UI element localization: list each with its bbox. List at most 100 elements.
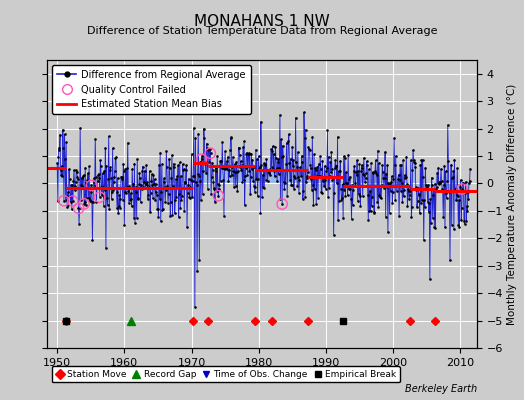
Point — [423, 184, 431, 190]
Point — [340, 187, 348, 194]
Point — [53, 160, 61, 167]
Point — [374, 147, 382, 154]
Point — [274, 158, 282, 165]
Point — [385, 210, 394, 216]
Point — [211, 164, 220, 171]
Point — [166, 165, 174, 171]
Point — [307, 176, 315, 182]
Point — [370, 210, 379, 216]
Point — [449, 168, 457, 174]
Point — [218, 139, 226, 146]
Point — [62, 193, 71, 199]
Point — [419, 174, 427, 180]
Point — [131, 219, 139, 226]
Point — [80, 201, 88, 207]
Point — [322, 168, 331, 174]
Point — [271, 144, 280, 150]
Point — [390, 135, 398, 141]
Point — [313, 173, 321, 180]
Point — [349, 187, 357, 193]
Point — [368, 169, 377, 175]
Point — [180, 208, 189, 214]
Point — [70, 187, 79, 193]
Point — [424, 181, 432, 188]
Point — [261, 161, 269, 168]
Point — [244, 150, 253, 156]
Point — [67, 182, 75, 188]
Point — [362, 170, 370, 176]
Point — [389, 176, 398, 182]
Point — [246, 151, 254, 157]
Point — [68, 182, 77, 188]
Point — [259, 184, 267, 190]
Point — [407, 157, 415, 163]
Point — [431, 180, 439, 187]
Point — [355, 191, 363, 198]
Point — [377, 195, 385, 201]
Point — [257, 118, 265, 125]
Point — [127, 203, 136, 210]
Point — [168, 152, 176, 158]
Point — [280, 179, 288, 186]
Point — [276, 196, 285, 202]
Point — [192, 181, 201, 188]
Point — [129, 214, 138, 221]
Point — [103, 195, 111, 201]
Point — [294, 189, 303, 196]
Point — [190, 125, 198, 131]
Point — [111, 154, 119, 161]
Point — [431, 225, 440, 231]
Point — [201, 160, 210, 167]
Point — [91, 136, 100, 142]
Point — [238, 162, 246, 168]
Point — [423, 198, 432, 205]
Point — [158, 161, 166, 168]
Point — [79, 173, 87, 179]
Point — [84, 170, 92, 176]
Point — [369, 170, 377, 176]
Point — [132, 184, 140, 190]
Point — [133, 215, 141, 221]
Point — [315, 173, 324, 179]
Point — [68, 206, 76, 212]
Point — [67, 199, 75, 205]
Point — [310, 151, 318, 158]
Point — [76, 125, 84, 131]
Point — [64, 202, 73, 208]
Point — [226, 147, 234, 154]
Point — [321, 163, 329, 169]
Point — [346, 185, 355, 192]
Point — [327, 148, 335, 155]
Point — [445, 188, 453, 195]
Point — [92, 174, 100, 180]
Point — [170, 164, 178, 170]
Point — [124, 139, 132, 146]
Point — [275, 165, 283, 171]
Point — [383, 162, 391, 168]
Point — [197, 197, 205, 204]
Point — [432, 184, 441, 190]
Legend: Station Move, Record Gap, Time of Obs. Change, Empirical Break: Station Move, Record Gap, Time of Obs. C… — [52, 366, 400, 382]
Point — [279, 153, 288, 159]
Point — [99, 183, 107, 190]
Point — [217, 165, 226, 172]
Point — [387, 179, 396, 186]
Point — [118, 175, 126, 182]
Point — [81, 164, 90, 171]
Point — [62, 139, 70, 146]
Point — [104, 176, 112, 182]
Point — [356, 193, 364, 200]
Point — [101, 145, 110, 151]
Point — [358, 192, 367, 199]
Point — [196, 158, 205, 165]
Point — [297, 166, 305, 173]
Point — [447, 162, 455, 168]
Point — [382, 170, 390, 177]
Point — [271, 173, 279, 180]
Point — [103, 202, 112, 208]
Point — [308, 133, 316, 140]
Point — [73, 169, 81, 175]
Point — [388, 200, 397, 207]
Point — [84, 195, 93, 202]
Point — [294, 174, 302, 180]
